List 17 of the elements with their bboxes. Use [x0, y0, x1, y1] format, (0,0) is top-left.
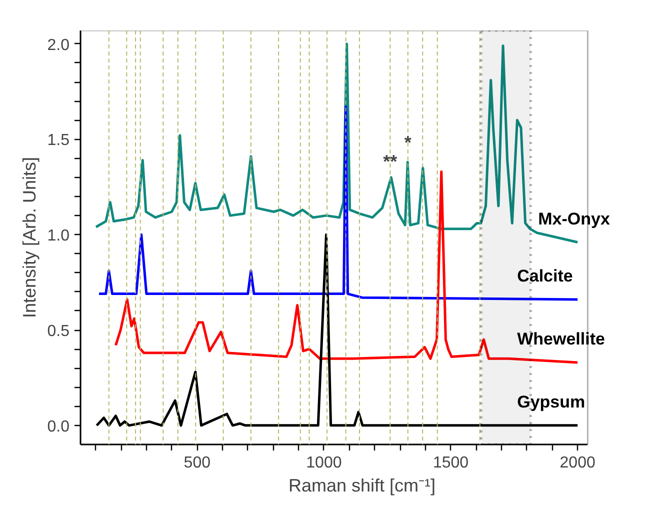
x-tick-label: 2000 — [560, 454, 596, 472]
annotation: * — [404, 132, 412, 153]
x-tick-label: 1500 — [432, 454, 469, 472]
x-axis-title: Raman shift [cm⁻¹] — [288, 476, 436, 496]
x-tick-label: 1000 — [306, 454, 342, 472]
series-label: Gypsum — [517, 392, 586, 412]
annotation: ** — [383, 152, 398, 172]
series-label: Calcite — [517, 266, 573, 286]
y-tick-label: 1.5 — [47, 132, 70, 150]
y-tick-label: 0.5 — [47, 323, 70, 340]
series-label: Mx-Onyx — [538, 209, 610, 228]
y-tick-label: 1.0 — [47, 228, 70, 245]
y-axis-title: Intensity [Arb. Units] — [19, 156, 40, 318]
y-tick-label: 0.0 — [47, 418, 70, 436]
series-label: Whewellite — [517, 329, 605, 348]
y-tick-label: 2.0 — [47, 36, 70, 54]
x-tick-label: 500 — [184, 454, 211, 472]
